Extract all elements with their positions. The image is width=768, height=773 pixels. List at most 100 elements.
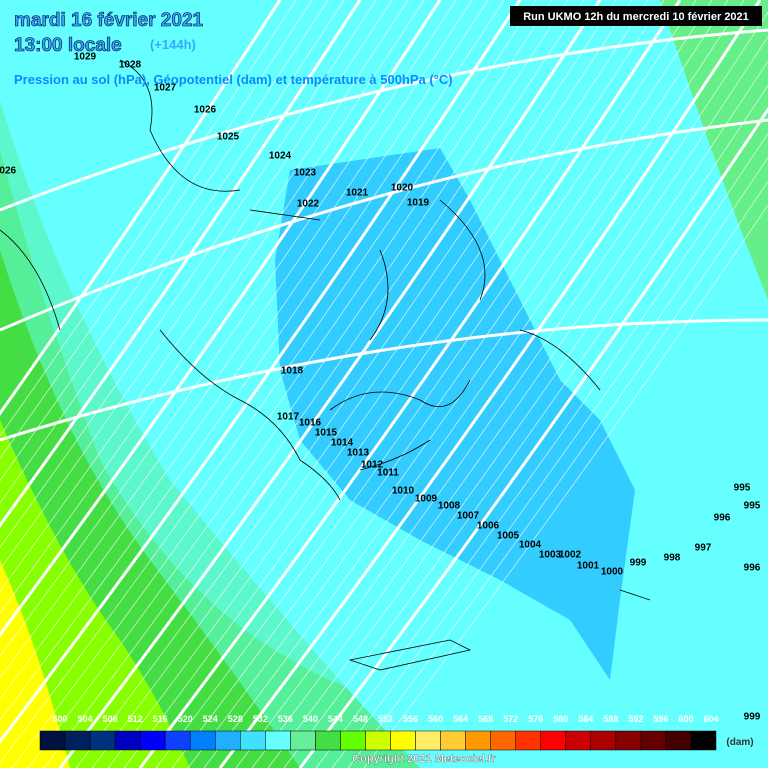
- isobar: [11, 0, 553, 769]
- isobar: [58, 0, 602, 769]
- isobar: [91, 0, 633, 769]
- isobar: [171, 0, 713, 769]
- colorbar-label: 556: [403, 714, 418, 724]
- pressure-label: 1019: [407, 198, 430, 209]
- isobar: [0, 0, 313, 459]
- pressure-label: 1021: [346, 188, 369, 199]
- subtitle: Pression au sol (hPa), Géopotentiel (dam…: [14, 72, 453, 87]
- pressure-label: 1028: [119, 60, 142, 71]
- colorbar-swatch: [189, 730, 216, 751]
- run-info: Run UKMO 12h du mercredi 10 février 2021: [523, 11, 749, 23]
- colorbar-swatch: [240, 730, 266, 751]
- pressure-label: 1029: [74, 52, 97, 63]
- colorbar-swatch: [139, 730, 166, 751]
- colorbar-label: 508: [103, 714, 118, 724]
- pressure-label: 1022: [297, 199, 320, 210]
- isohypse: [0, 28, 768, 212]
- colorbar-swatch: [340, 730, 366, 751]
- pressure-label: 1026: [0, 166, 17, 177]
- colorbar-swatch: [164, 730, 191, 751]
- colorbar-swatch: [615, 730, 642, 751]
- colorbar-label: 516: [153, 714, 168, 724]
- isobar: [0, 0, 393, 570]
- colorbar-swatch: [215, 730, 241, 751]
- colorbar-label: 540: [303, 714, 318, 724]
- isobar: [0, 0, 457, 657]
- colorbar-swatch: [315, 730, 341, 751]
- colorbar-swatch: [390, 730, 416, 751]
- isohypse: [0, 118, 768, 332]
- isobar: [235, 11, 768, 769]
- colorbar-label: 576: [528, 714, 543, 724]
- colorbar-label: 552: [378, 714, 393, 724]
- isobar: [315, 132, 768, 769]
- colorbar-label: 544: [328, 714, 343, 724]
- isobar: [0, 0, 297, 437]
- colorbar-label: 580: [553, 714, 568, 724]
- pressure-label: 1012: [361, 460, 384, 471]
- colorbar-label: 528: [228, 714, 243, 724]
- isobar: [0, 0, 537, 764]
- pressure-label: 1027: [154, 83, 177, 94]
- colorbar: 500 504 508 512 516 520 524 528 532 536 540 544 548 5…: [39, 714, 719, 751]
- pressure-label: 996: [714, 513, 731, 524]
- isobar: [0, 0, 473, 679]
- pressure-label: 1008: [438, 501, 461, 512]
- colorbar-swatch: [490, 730, 516, 751]
- colorbar-label: 524: [203, 714, 218, 724]
- pressure-label: 1015: [315, 428, 338, 439]
- colorbar-label: 596: [653, 714, 668, 724]
- pressure-label: 1006: [477, 521, 500, 532]
- cold-core: [275, 148, 635, 680]
- colorbar-label: 588: [603, 714, 618, 724]
- pressure-label: 1013: [347, 448, 370, 459]
- isobar: [0, 0, 522, 745]
- pressure-label: 1016: [299, 418, 322, 429]
- pressure-label: 1017: [277, 412, 300, 423]
- isobar: [0, 0, 409, 592]
- run-box: [510, 6, 762, 26]
- pressure-label: 1002: [559, 550, 582, 561]
- copyright: Copyright 2021 Meteociel.fr: [352, 753, 496, 765]
- isobar: [0, 0, 505, 722]
- pressure-label: 1007: [457, 511, 480, 522]
- legend-unit: (dam): [726, 737, 753, 748]
- isobar: [0, 0, 377, 548]
- isobar: [203, 0, 745, 769]
- title: mardi 16 février 2021: [14, 10, 204, 31]
- colorbar-label: 600: [678, 714, 693, 724]
- isobar: [331, 156, 768, 769]
- colorbar-swatch: [590, 730, 617, 751]
- colorbar-label: 560: [428, 714, 443, 724]
- isobar: [0, 0, 329, 482]
- isobar: [43, 0, 585, 769]
- isobar: [138, 0, 682, 769]
- isobar: [347, 180, 768, 769]
- colorbar-swatch: [640, 730, 667, 751]
- isohypse: [0, 318, 768, 442]
- colorbar-swatch: [465, 730, 491, 751]
- pressure-label: 995: [744, 501, 761, 512]
- isobar: [251, 36, 768, 769]
- pressure-label: 1011: [377, 468, 399, 479]
- colorbar-swatch: [114, 730, 141, 751]
- colorbar-label: 520: [178, 714, 193, 724]
- colorbar-swatch: [515, 730, 541, 751]
- pressure-label: 1009: [415, 494, 438, 505]
- isobar: [0, 0, 282, 416]
- pressure-label: 1023: [294, 168, 317, 179]
- isobar: [0, 0, 489, 700]
- pressure-label: 1020: [391, 183, 414, 194]
- isobar: [283, 84, 768, 769]
- colorbar-swatch: [415, 730, 441, 751]
- colorbar-label: 512: [128, 714, 143, 724]
- time: 13:00 locale: [14, 35, 122, 56]
- lead-time: (+144h): [150, 37, 196, 52]
- colorbar-label: 568: [478, 714, 493, 724]
- isobar: [27, 0, 569, 769]
- coastlines: [0, 59, 651, 671]
- pressure-label: 1001: [577, 561, 600, 572]
